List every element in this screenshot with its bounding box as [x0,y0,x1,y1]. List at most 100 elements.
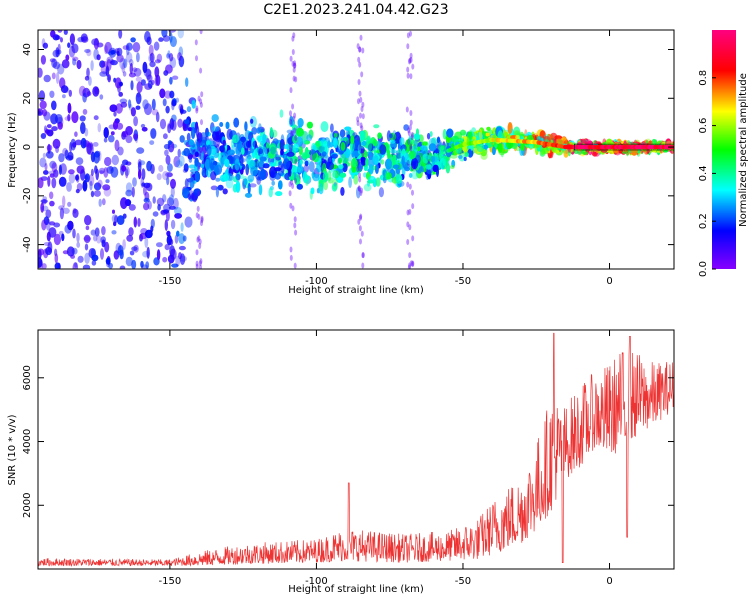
heatmap-cell [125,182,133,193]
heatmap-cell [289,254,293,261]
heatmap-cell [125,126,133,136]
heatmap-cell [269,127,273,138]
heatmap-cell [235,180,241,193]
heatmap-cell [290,179,294,186]
heatmap-cell [206,140,210,146]
heatmap-cell [133,133,138,140]
heatmap-cell [361,252,365,259]
heatmap-cell [183,140,189,146]
heatmap-cell [275,156,282,161]
heatmap-cell [274,172,282,180]
heatmap-cell [102,184,111,191]
heatmap-cell [409,56,413,63]
heatmap-cell [94,227,100,237]
heatmap-cell [306,134,313,142]
heatmap-cell [84,252,90,264]
heatmap-cell [288,116,294,128]
heatmap-cell [358,176,362,183]
heatmap-cell [148,54,154,63]
heatmap-cell [405,106,409,113]
heatmap-cell [195,212,199,219]
heatmap-cell [163,133,168,140]
heatmap-cell [293,216,297,223]
heatmap-cell [242,150,251,156]
heatmap-cell [93,48,99,60]
heatmap-cell [136,92,141,98]
heatmap-cell [75,174,79,181]
heatmap-cell [450,165,455,169]
heatmap-cell [241,147,245,155]
heatmap-cell [292,143,299,152]
heatmap-cell [169,90,175,99]
heatmap-cell [49,160,57,169]
heatmap-cell [156,242,163,248]
heatmap-cell [131,246,138,251]
heatmap-cell [164,244,170,251]
x-tick-label: -50 [455,576,471,587]
heatmap-cell [39,100,47,110]
heatmap-cell [42,109,48,117]
heatmap-cell [125,256,133,267]
heatmap-cell [92,142,99,147]
heatmap-cell [409,73,413,80]
heatmap-cell [136,81,143,93]
heatmap-cell [217,184,224,191]
heatmap-cell [184,178,189,189]
heatmap-cell [293,112,297,119]
colorbar-tick-label: 0.8 [698,70,709,86]
heatmap-cell [135,92,142,105]
heatmap-cell [303,164,309,173]
heatmap-cell [357,185,361,192]
heatmap-cell [194,171,201,183]
heatmap-cell [105,179,110,184]
heatmap-cell [390,149,397,154]
heatmap-cell [292,32,296,39]
heatmap-cell [199,30,203,35]
heatmap-cell [82,264,91,269]
heatmap-cell [378,159,383,164]
heatmap-cell [115,103,123,114]
heatmap-cell [356,135,360,142]
heatmap-cell [144,31,151,43]
heatmap-cell [306,121,313,129]
heatmap-cell [367,141,372,152]
heatmap-cell [133,129,139,142]
heatmap-cell [266,142,270,149]
heatmap-cell [271,180,276,186]
heatmap-cell [195,107,199,114]
heatmap-cell [291,183,295,189]
heatmap-cell [200,163,205,169]
heatmap-cell [128,103,133,111]
heatmap-cell [294,177,301,186]
heatmap-cell [113,221,117,227]
heatmap-cell [59,207,64,220]
heatmap-cell [211,114,219,123]
heatmap-cell [79,115,86,122]
heatmap-cell [251,127,258,135]
heatmap-cell [406,239,410,245]
heatmap-cell [72,142,77,148]
heatmap-cell [439,157,446,170]
heatmap-cell [137,158,142,168]
heatmap-cell [118,30,123,39]
heatmap-cell [358,46,362,53]
heatmap-cell [197,95,201,102]
heatmap-cell [392,164,400,169]
heatmap-cell [339,172,347,178]
x-tick-label: -150 [159,576,182,587]
heatmap-cell [125,189,133,197]
heatmap-cell [62,94,66,99]
heatmap-cell [130,80,134,91]
heatmap-cell [373,124,380,129]
heatmap-cell [269,186,274,191]
heatmap-cell [167,254,175,264]
heatmap-cell [361,47,365,54]
heatmap-cell [359,213,363,220]
heatmap-cell [157,204,161,211]
heatmap-cell [411,63,415,70]
heatmap-cell [361,101,365,108]
heatmap-cell [147,200,152,210]
heatmap-cell [322,170,329,182]
heatmap-cell [149,52,155,63]
heatmap-cell [179,135,185,143]
